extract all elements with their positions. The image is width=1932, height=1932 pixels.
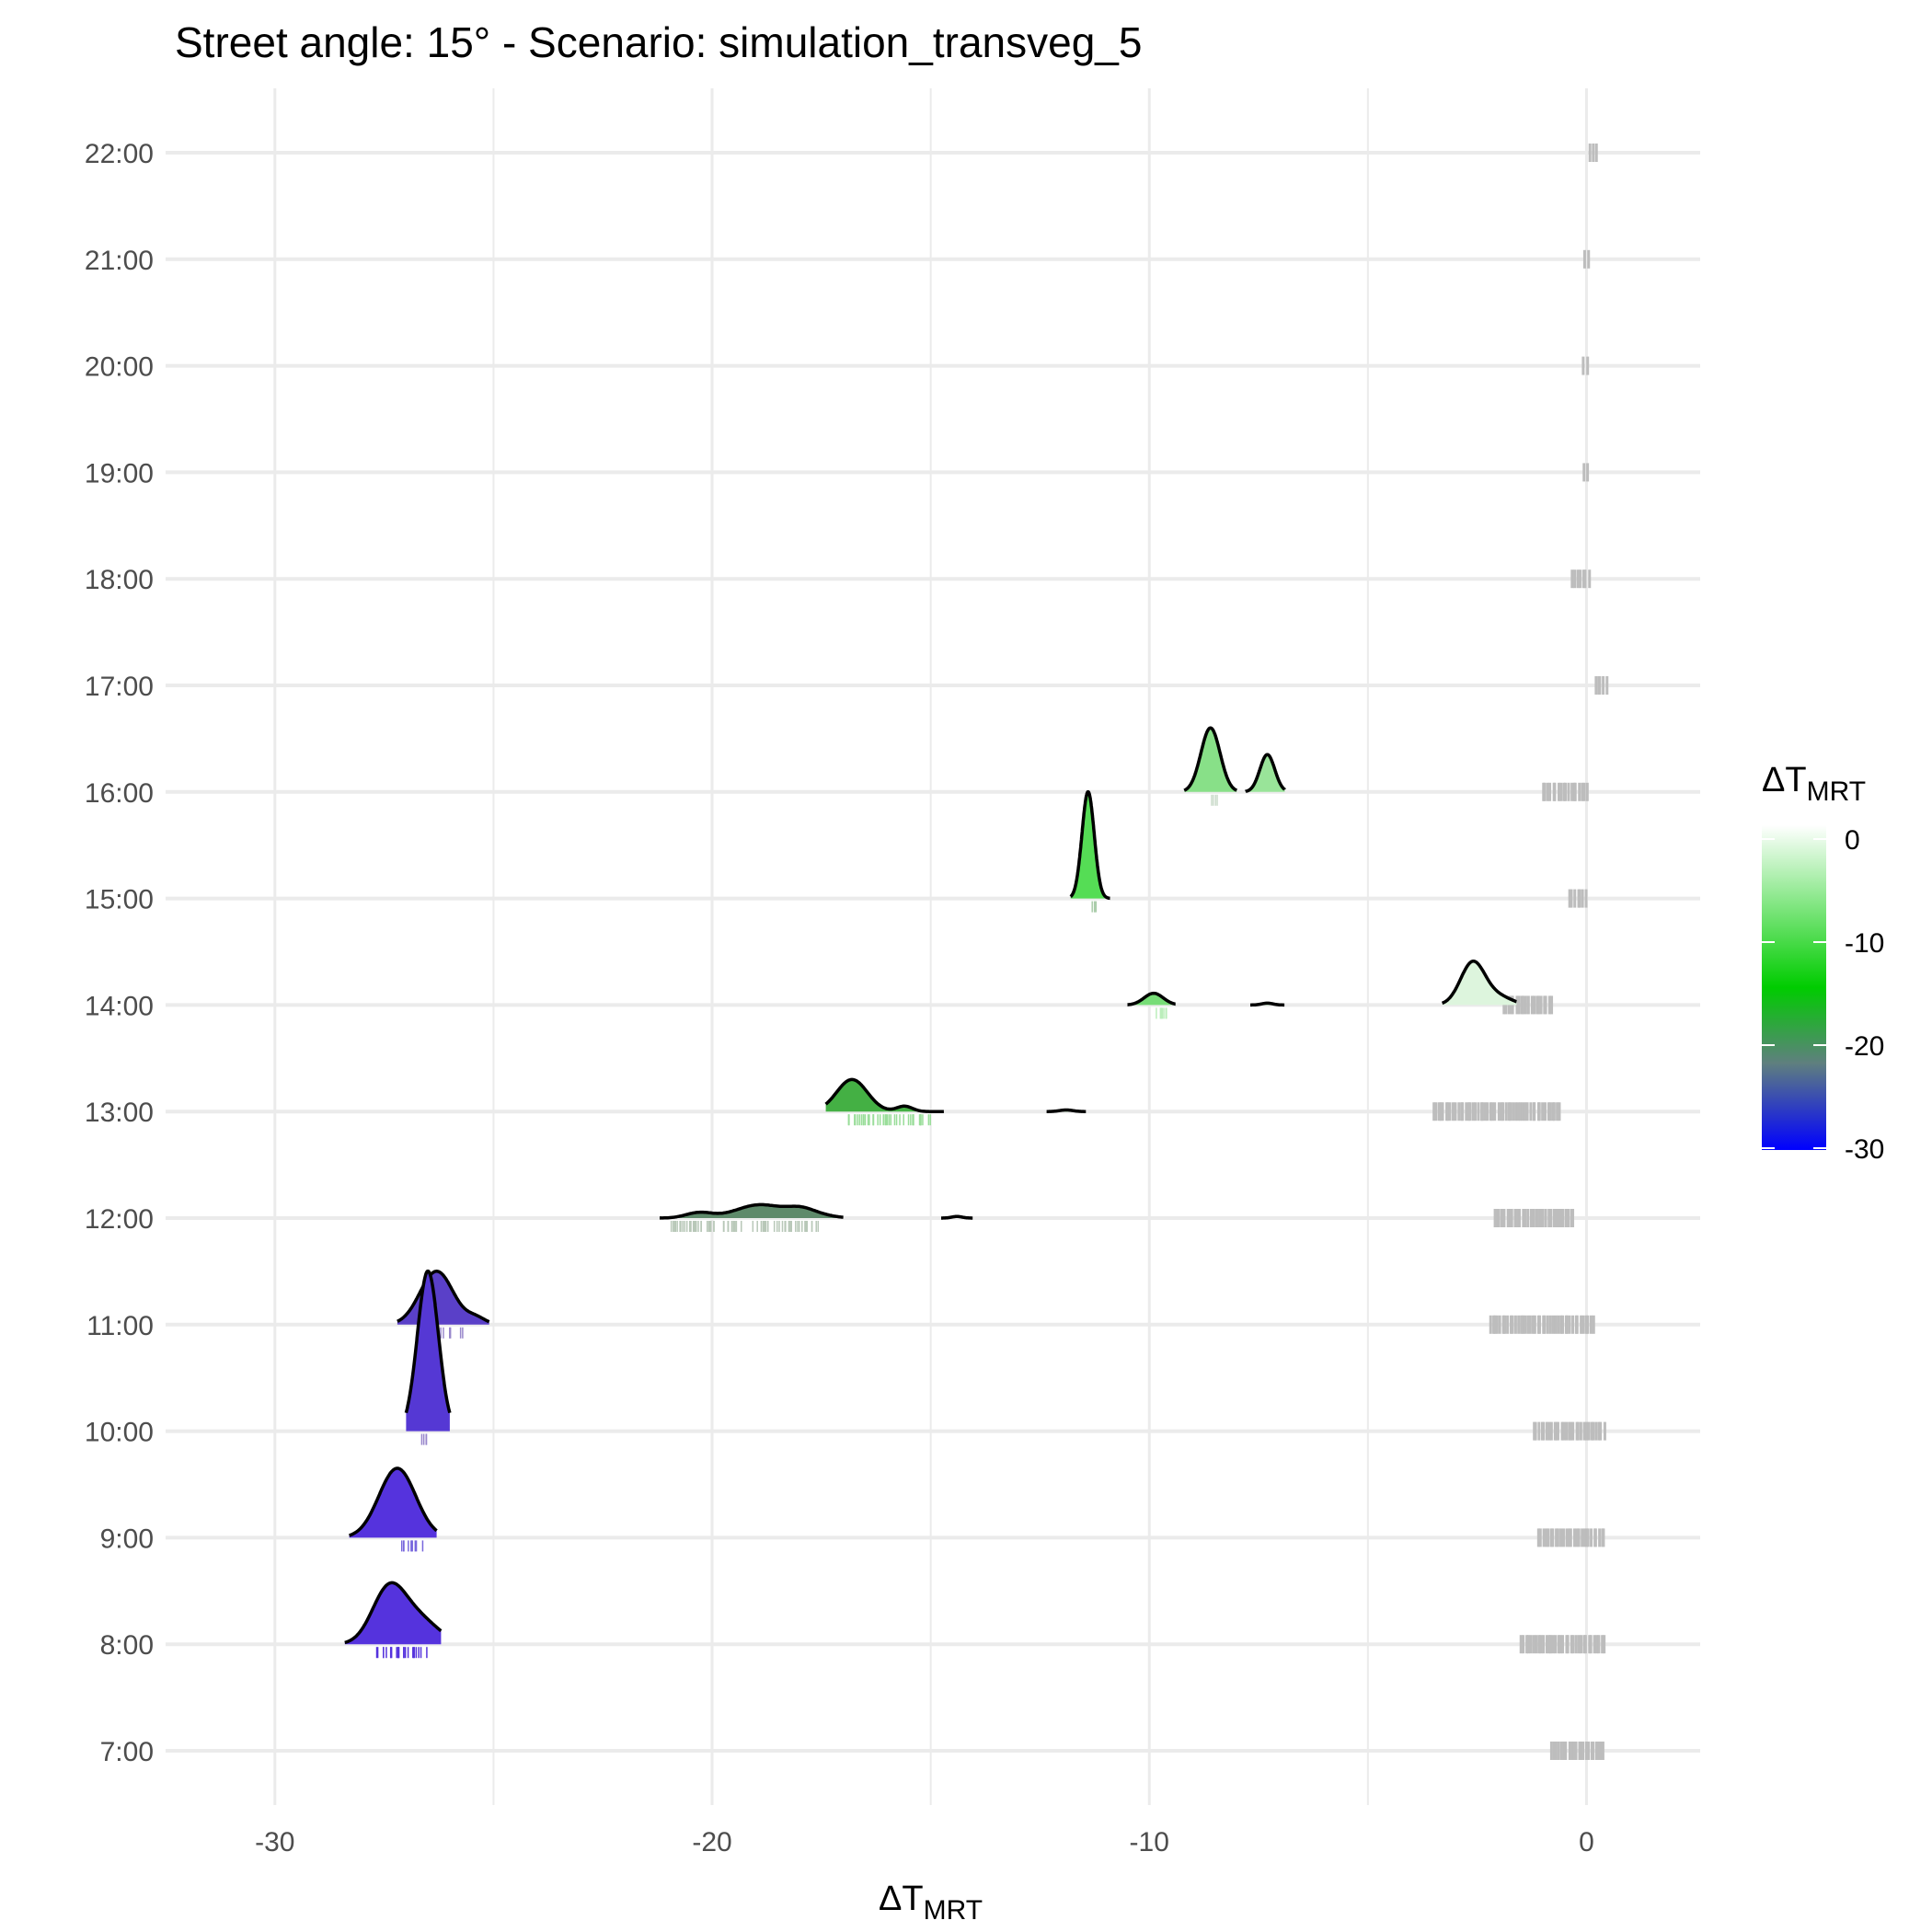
legend-tick-label: -30 — [1845, 1134, 1884, 1165]
ridge-outline — [1126, 991, 1178, 1006]
ridge-1000 — [404, 1269, 452, 1432]
legend-tick-label: -10 — [1845, 928, 1884, 959]
legend-tick-label: 0 — [1845, 825, 1860, 856]
y-tick-label: 14:00 — [85, 991, 154, 1021]
y-tick-label: 12:00 — [85, 1204, 154, 1235]
ridge-1400 — [1126, 960, 1518, 1007]
ridge-outline — [659, 1202, 845, 1220]
ridge-1100 — [396, 1270, 490, 1325]
ridge-fill — [660, 1204, 844, 1218]
ridge-outline — [404, 1269, 452, 1414]
y-axis-ticks: 7:00 8:00 9:00 10:00 11:00 12:00 13:00 14:00 15:… — [85, 139, 154, 1767]
ridge-outline — [1441, 960, 1518, 1006]
ridge-outline — [1182, 726, 1238, 792]
legend-ticks: 0 -10 -20 -30 — [1762, 825, 1884, 1165]
chart-title: Street angle: 15° - Scenario: simulation… — [175, 18, 1142, 66]
y-tick-label: 22:00 — [85, 139, 154, 169]
ridge-fill — [344, 1582, 442, 1645]
y-tick-label: 21:00 — [85, 246, 154, 276]
y-tick-label: 19:00 — [85, 458, 154, 489]
ridge-outline — [1248, 1001, 1286, 1007]
legend-colorbar — [1762, 825, 1826, 1150]
ridge-fill — [397, 1271, 489, 1325]
ridge-1600 — [1182, 726, 1287, 793]
ridge-fill — [406, 1271, 450, 1432]
y-tick-label: 20:00 — [85, 352, 154, 383]
x-axis-ticks: -30 -20 -10 0 — [255, 1827, 1594, 1857]
x-tick-label: 0 — [1579, 1827, 1594, 1857]
ridge-outline — [1045, 1108, 1087, 1113]
ridge-900 — [348, 1466, 438, 1538]
ridge-outline — [1244, 753, 1287, 793]
x-tick-label: -20 — [692, 1827, 731, 1857]
ridge-outline — [824, 1077, 945, 1113]
y-tick-label: 8:00 — [100, 1630, 154, 1661]
density-ridges — [343, 726, 1518, 1645]
y-tick-label: 15:00 — [85, 885, 154, 915]
ridge-fill — [825, 1079, 944, 1112]
ridge-outline — [343, 1581, 443, 1645]
ridge-1500 — [1069, 789, 1111, 901]
ridge-outline — [396, 1270, 490, 1324]
ridge-outline — [939, 1214, 974, 1220]
grid — [166, 88, 1700, 1805]
y-tick-label: 7:00 — [100, 1737, 154, 1767]
legend-title-sub: MRT — [1807, 776, 1866, 807]
legend-title-main: ΔT — [1762, 761, 1807, 799]
ridge-1300 — [824, 1077, 1087, 1113]
x-tick-label: -10 — [1130, 1827, 1169, 1857]
legend: ΔTMRT 0 -10 -20 -30 — [1762, 761, 1884, 1165]
y-tick-label: 16:00 — [85, 778, 154, 809]
x-tick-label: -30 — [255, 1827, 294, 1857]
y-tick-label: 9:00 — [100, 1524, 154, 1554]
legend-title: ΔTMRT — [1762, 761, 1866, 807]
ridge-fill — [1184, 728, 1237, 792]
y-tick-label: 17:00 — [85, 672, 154, 702]
y-tick-label: 18:00 — [85, 565, 154, 595]
rug-marks — [375, 794, 1218, 1659]
y-tick-label: 11:00 — [86, 1311, 154, 1341]
ridge-800 — [343, 1581, 443, 1645]
ridge-1200 — [659, 1202, 974, 1220]
ridge-fill — [349, 1468, 437, 1538]
x-axis-title-main: ΔT — [879, 1880, 924, 1918]
y-tick-label: 13:00 — [85, 1098, 154, 1128]
ridge-outline — [1069, 789, 1111, 901]
x-axis-title: ΔTMRT — [879, 1880, 983, 1926]
ridge-fill — [1070, 791, 1110, 899]
legend-tick-label: -20 — [1845, 1031, 1884, 1062]
gray-rug-marks — [1432, 144, 1609, 1760]
ridge-outline — [348, 1466, 438, 1537]
ridge-fill — [1442, 960, 1517, 1006]
x-axis-title-sub: MRT — [924, 1895, 983, 1926]
y-tick-label: 10:00 — [85, 1418, 154, 1448]
